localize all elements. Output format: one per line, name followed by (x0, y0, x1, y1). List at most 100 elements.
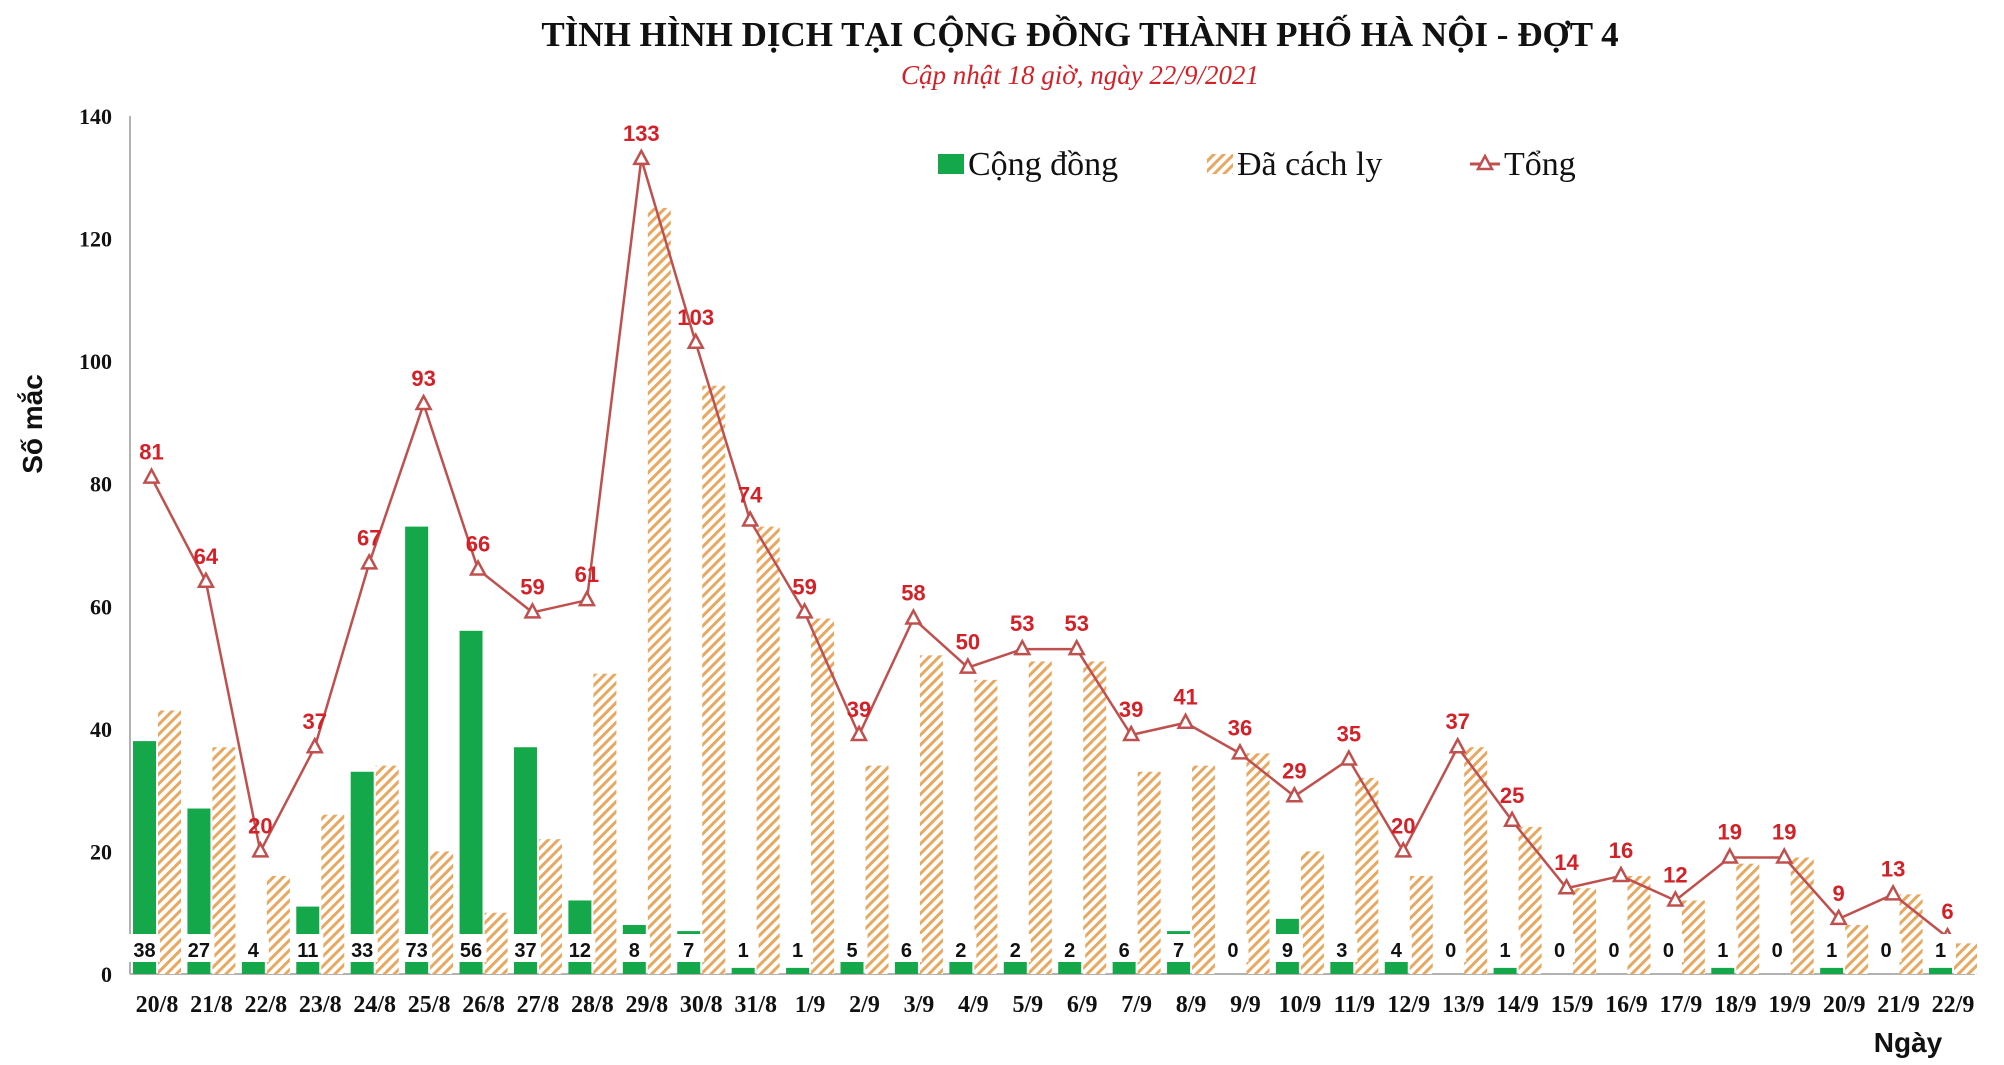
cong-dong-value-label: 4 (248, 940, 260, 962)
bar-cong-dong (350, 771, 374, 974)
cong-dong-label-bg (618, 934, 650, 962)
marker-tong (1666, 889, 1685, 907)
cong-dong-label-bg (836, 934, 868, 962)
tong-value-label: 13 (1881, 856, 1905, 881)
x-tick-label: 14/9 (1496, 992, 1539, 1018)
bar-da-cach-ly (865, 765, 889, 974)
bar-da-cach-ly (1192, 765, 1216, 974)
bar-da-cach-ly (212, 747, 236, 974)
cong-dong-label-bg (1326, 934, 1358, 962)
marker-tong (1176, 712, 1195, 729)
marker-tong (1883, 883, 1903, 901)
marker-tong (1230, 742, 1250, 760)
tong-value-label: 35 (1337, 722, 1361, 747)
marker-tong (1503, 810, 1522, 828)
cong-dong-label-bg (1707, 934, 1739, 962)
cong-dong-label-bg (1652, 934, 1684, 962)
tong-value-label: 12 (1663, 862, 1687, 887)
cong-dong-value-label: 37 (514, 940, 536, 962)
marker-tong (1720, 846, 1739, 864)
tong-value-label: 74 (738, 482, 763, 507)
tong-value-label: 25 (1500, 783, 1524, 808)
y-tick-label: 20 (90, 839, 112, 864)
tong-value-label: 53 (1064, 611, 1088, 636)
cong-dong-label-bg (509, 934, 541, 962)
chart-subtitle: Cập nhật 18 giờ, ngày 22/9/2021 (901, 60, 1259, 90)
tong-value-label: 20 (248, 813, 272, 838)
tong-value-label: 37 (303, 709, 327, 734)
cong-dong-value-label: 33 (351, 940, 373, 962)
marker-tong (849, 724, 869, 742)
cong-dong-value-label: 2 (1064, 940, 1075, 962)
marker-tong (1285, 785, 1304, 803)
x-tick-label: 3/9 (904, 992, 935, 1018)
marker-tong (632, 148, 651, 166)
bar-cong-dong (1003, 961, 1027, 974)
marker-tong (958, 656, 977, 674)
bar-cong-dong (459, 630, 483, 974)
marker-tong (414, 393, 433, 411)
bar-da-cach-ly (811, 618, 835, 974)
bar-da-cach-ly (974, 679, 998, 974)
bar-cong-dong (187, 808, 211, 974)
x-tick-label: 8/9 (1176, 992, 1207, 1018)
tong-value-label: 29 (1282, 758, 1306, 783)
x-tick-label: 22/8 (245, 992, 288, 1018)
bar-da-cach-ly (1464, 747, 1488, 974)
cong-dong-label-bg (564, 934, 596, 962)
cong-dong-label-bg (1435, 934, 1467, 962)
cong-dong-value-label: 6 (901, 940, 912, 962)
cong-dong-label-bg (1271, 934, 1303, 962)
bar-cong-dong (405, 526, 429, 974)
cong-dong-label-bg (455, 934, 487, 962)
bar-da-cach-ly (1899, 894, 1923, 974)
x-tick-label: 1/9 (795, 992, 826, 1018)
tong-value-label: 37 (1445, 709, 1469, 734)
tong-value-label: 39 (847, 697, 871, 722)
tong-value-label: 50 (956, 630, 980, 655)
cong-dong-value-label: 4 (1391, 940, 1403, 962)
bar-da-cach-ly (1246, 753, 1270, 974)
bar-cong-dong (1820, 967, 1844, 974)
tong-value-label: 67 (357, 525, 381, 550)
cong-dong-value-label: 0 (1227, 940, 1238, 962)
marker-tong (1339, 748, 1358, 766)
tong-value-label: 19 (1772, 820, 1796, 845)
bar-da-cach-ly (158, 710, 181, 974)
cong-dong-value-label: 7 (1173, 940, 1184, 962)
tong-value-label: 103 (677, 305, 714, 330)
cong-dong-label-bg (1761, 934, 1793, 962)
bar-da-cach-ly (1137, 771, 1161, 974)
bar-cong-dong (133, 741, 156, 974)
x-tick-label: 20/8 (136, 992, 179, 1018)
cong-dong-label-bg (1489, 934, 1521, 962)
cong-dong-value-label: 1 (1935, 940, 1946, 962)
cong-dong-label-bg (1054, 934, 1086, 962)
cong-dong-label-bg (346, 934, 378, 962)
bar-da-cach-ly (1355, 777, 1379, 974)
bar-da-cach-ly (1736, 863, 1760, 974)
marker-tong (251, 840, 270, 858)
cong-dong-label-bg (1108, 934, 1140, 962)
tong-value-label: 61 (575, 562, 599, 587)
cong-dong-value-label: 27 (188, 940, 210, 962)
cong-dong-value-label: 6 (1119, 940, 1130, 962)
x-tick-label: 21/8 (190, 992, 233, 1018)
x-tick-label: 30/8 (680, 992, 723, 1018)
marker-tong (468, 558, 488, 576)
x-tick-label: 29/8 (625, 992, 668, 1018)
cong-dong-label-bg (890, 934, 922, 962)
tong-value-label: 66 (466, 532, 490, 557)
bar-da-cach-ly (375, 765, 399, 974)
marker-tong (1611, 865, 1631, 883)
cong-dong-label-bg (183, 934, 215, 962)
legend-swatch-da-cach-ly (1207, 154, 1233, 174)
bar-cong-dong (786, 967, 810, 974)
tong-value-label: 58 (901, 581, 925, 606)
tong-value-label: 59 (792, 574, 816, 599)
tong-value-label: 81 (139, 440, 163, 465)
cong-dong-label-bg (401, 934, 433, 962)
cong-dong-label-bg (1925, 934, 1956, 962)
x-tick-label: 13/9 (1442, 992, 1485, 1018)
